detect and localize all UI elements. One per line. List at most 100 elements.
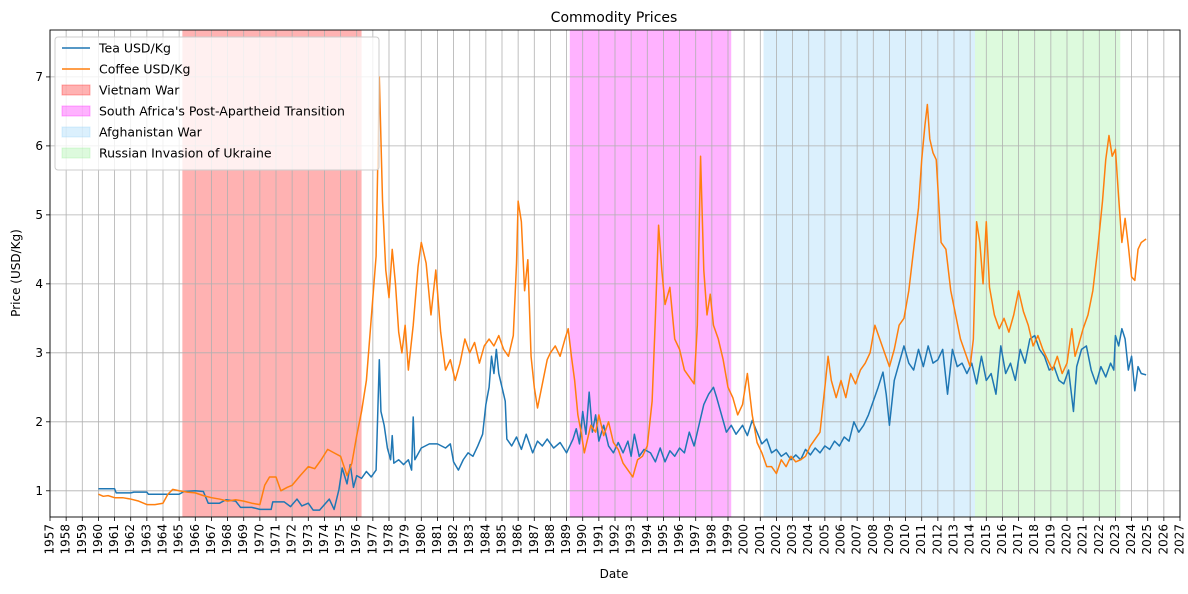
- x-tick-label: 2013: [947, 524, 961, 555]
- x-tick-label: 1980: [414, 524, 428, 555]
- shaded-period-2: [763, 30, 975, 517]
- x-tick-label: 1981: [430, 524, 444, 555]
- legend-box: [54, 36, 380, 171]
- shaded-period-1: [569, 30, 732, 517]
- x-axis-label: Date: [600, 567, 629, 581]
- x-tick-label: 1996: [672, 524, 686, 555]
- x-tick-label: 1965: [172, 524, 186, 555]
- x-tick-label: 1983: [462, 524, 476, 555]
- x-tick-label: 2004: [801, 524, 815, 555]
- x-tick-label: 2023: [1108, 524, 1122, 555]
- x-tick-label: 1999: [721, 524, 735, 555]
- x-tick-label: 2009: [882, 524, 896, 555]
- x-tick-label: 2010: [898, 524, 912, 555]
- x-tick-label: 2002: [769, 524, 783, 555]
- x-tick-label: 1995: [656, 524, 670, 555]
- y-axis-ticks: 1 2 3 4 5 6 7: [35, 70, 50, 498]
- y-tick-label: 1: [35, 484, 43, 498]
- x-tick-label: 2024: [1124, 524, 1138, 555]
- legend-label: Russian Invasion of Ukraine: [99, 146, 272, 161]
- x-tick-label: 1959: [75, 524, 89, 555]
- x-tick-label: 1961: [107, 524, 121, 555]
- x-tick-label: 1992: [608, 524, 622, 555]
- x-tick-label: 1993: [624, 524, 638, 555]
- y-axis-label: Price (USD/Kg): [9, 229, 23, 317]
- y-tick-label: 5: [35, 208, 43, 222]
- x-tick-label: 2011: [914, 524, 928, 555]
- x-tick-label: 1967: [204, 524, 218, 555]
- chart-title: Commodity Prices: [551, 10, 678, 26]
- x-tick-label: 2017: [1011, 524, 1025, 555]
- x-tick-label: 2007: [850, 524, 864, 555]
- x-axis-ticks: 1957 1958 1959 1960 1961 1962 1963 1964 1965 1966…: [43, 517, 1187, 555]
- series-line-1: [98, 76, 1147, 506]
- y-tick-label: 3: [35, 346, 43, 360]
- x-tick-label: 2018: [1027, 524, 1041, 555]
- x-tick-label: 1957: [43, 524, 57, 555]
- legend-label: Coffee USD/Kg: [99, 62, 190, 77]
- x-tick-label: 1960: [91, 524, 105, 555]
- x-tick-label: 1975: [333, 524, 347, 555]
- x-tick-label: 2000: [737, 524, 751, 555]
- x-tick-label: 1979: [398, 524, 412, 555]
- legend-label: South Africa's Post-Apartheid Transition: [99, 104, 345, 119]
- y-tick-label: 7: [35, 70, 43, 84]
- x-tick-label: 1977: [365, 524, 379, 555]
- legend-swatch-patch: [61, 84, 91, 96]
- x-tick-label: 1964: [156, 524, 170, 555]
- x-tick-label: 2006: [834, 524, 848, 555]
- x-tick-label: 1962: [123, 524, 137, 555]
- x-tick-label: 1972: [285, 524, 299, 555]
- series-line-0: [98, 327, 1147, 511]
- x-tick-label: 1987: [527, 524, 541, 555]
- x-tick-label: 2022: [1092, 524, 1106, 555]
- legend-swatch-patch: [61, 147, 91, 159]
- x-tick-label: 1984: [478, 524, 492, 555]
- x-tick-label: 1963: [139, 524, 153, 555]
- x-tick-label: 2019: [1043, 524, 1057, 555]
- x-tick-label: 2015: [979, 524, 993, 555]
- x-tick-label: 1994: [640, 524, 654, 555]
- series-lines: [98, 76, 1147, 511]
- x-tick-label: 2008: [866, 524, 880, 555]
- x-tick-label: 1970: [252, 524, 266, 555]
- x-tick-label: 1966: [188, 524, 202, 555]
- x-tick-label: 1968: [220, 524, 234, 555]
- x-tick-label: 1974: [317, 524, 331, 555]
- x-tick-label: 2014: [963, 524, 977, 555]
- x-tick-label: 2025: [1140, 524, 1154, 555]
- x-tick-label: 1978: [382, 524, 396, 555]
- x-tick-label: 2001: [753, 524, 767, 555]
- shaded-period-3: [974, 30, 1121, 517]
- x-tick-label: 1991: [591, 524, 605, 555]
- x-tick-label: 2012: [930, 524, 944, 555]
- x-tick-label: 1989: [559, 524, 573, 555]
- y-tick-label: 6: [35, 139, 43, 153]
- x-tick-label: 2005: [817, 524, 831, 555]
- x-tick-label: 1971: [269, 524, 283, 555]
- y-tick-label: 2: [35, 415, 43, 429]
- x-tick-label: 1973: [301, 524, 315, 555]
- legend-label: Vietnam War: [99, 83, 180, 98]
- x-tick-label: 1990: [575, 524, 589, 555]
- x-tick-label: 1986: [511, 524, 525, 555]
- legend: Tea USD/Kg Coffee USD/Kg Vietnam War South …: [54, 36, 380, 171]
- x-tick-label: 1958: [59, 524, 73, 555]
- x-tick-label: 2003: [785, 524, 799, 555]
- x-tick-label: 2020: [1060, 524, 1074, 555]
- x-tick-label: 2016: [995, 524, 1009, 555]
- x-tick-label: 1998: [704, 524, 718, 555]
- x-tick-label: 1982: [446, 524, 460, 555]
- legend-swatch-patch: [61, 126, 91, 138]
- x-tick-label: 1969: [236, 524, 250, 555]
- legend-label: Afghanistan War: [99, 125, 203, 140]
- x-tick-label: 2027: [1173, 524, 1187, 555]
- legend-swatch-patch: [61, 105, 91, 117]
- x-tick-label: 2026: [1156, 524, 1170, 555]
- x-tick-label: 1988: [543, 524, 557, 555]
- legend-label: Tea USD/Kg: [98, 41, 171, 56]
- x-tick-label: 1997: [688, 524, 702, 555]
- y-tick-label: 4: [35, 277, 43, 291]
